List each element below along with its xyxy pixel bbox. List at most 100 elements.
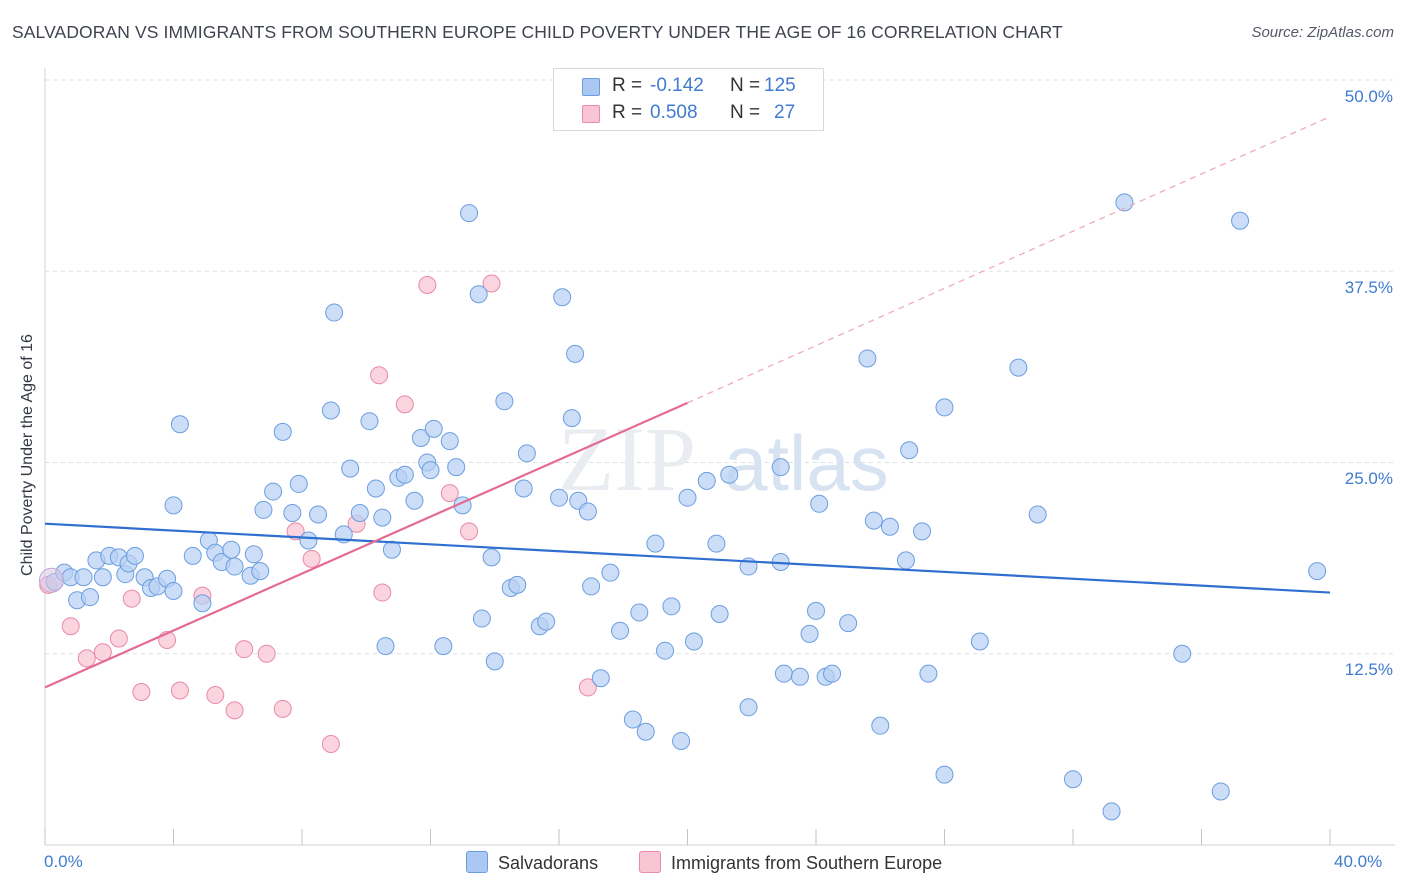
legend-row-salvadorans: R = -0.142 N = 125 <box>554 74 823 100</box>
data-point-salvadorans <box>222 540 241 559</box>
chart-title: SALVADORAN VS IMMIGRANTS FROM SOUTHERN E… <box>12 22 1063 42</box>
data-point-salvadorans <box>672 731 691 750</box>
data-point-salvadorans <box>373 508 392 527</box>
legend-n-label: N = <box>730 102 761 123</box>
data-point-immigrants <box>578 678 597 697</box>
data-point-salvadorans <box>508 575 527 594</box>
data-point-salvadorans <box>350 503 369 522</box>
data-point-immigrants <box>235 640 254 659</box>
data-point-immigrants <box>109 629 128 648</box>
data-point-salvadorans <box>913 522 932 541</box>
data-point-immigrants <box>373 583 392 602</box>
data-point-salvadorans <box>74 568 93 587</box>
data-point-salvadorans <box>1211 782 1230 801</box>
data-point-salvadorans <box>935 765 954 784</box>
correlation-legend: R = -0.142 N = 125 R = 0.508 N = 27 <box>553 68 824 131</box>
data-point-salvadorans <box>970 632 989 651</box>
data-point-salvadorans <box>395 465 414 484</box>
bottom-legend-swatch-blue <box>466 851 488 873</box>
data-point-immigrants <box>395 395 414 414</box>
data-point-immigrants <box>170 681 189 700</box>
data-point-salvadorans <box>1173 644 1192 663</box>
data-point-salvadorans <box>411 429 430 448</box>
data-point-salvadorans <box>517 444 536 463</box>
data-point-salvadorans <box>264 482 283 501</box>
data-point-salvadorans <box>578 502 597 521</box>
data-point-salvadorans <box>611 621 630 640</box>
data-point-salvadorans <box>273 422 292 441</box>
data-point-immigrants <box>132 683 151 701</box>
data-point-salvadorans <box>1231 211 1250 230</box>
data-point-salvadorans <box>774 664 793 683</box>
data-point-salvadorans <box>405 491 424 510</box>
data-point-salvadorans <box>935 398 954 417</box>
data-point-salvadorans <box>553 288 572 307</box>
data-point-salvadorans <box>482 548 501 567</box>
data-point-salvadorans <box>871 716 890 735</box>
data-point-salvadorans <box>424 419 443 438</box>
data-point-immigrants <box>321 735 340 754</box>
legend-r-label: R = <box>612 75 643 96</box>
legend-n-value: 27 <box>774 102 796 123</box>
y-tick-37-5: 37.5% <box>1344 278 1393 297</box>
data-point-salvadorans <box>684 632 703 651</box>
data-point-salvadorans <box>646 534 665 553</box>
data-point-salvadorans <box>550 488 568 507</box>
data-point-salvadorans <box>460 204 479 223</box>
data-point-immigrants <box>122 589 141 608</box>
data-point-salvadorans <box>164 582 183 601</box>
data-point-salvadorans <box>919 664 938 683</box>
data-point-immigrants <box>273 699 292 718</box>
data-point-salvadorans <box>823 664 842 683</box>
data-point-salvadorans <box>582 577 601 596</box>
legend-r-value: -0.142 <box>650 75 704 96</box>
data-point-salvadorans <box>656 641 675 660</box>
data-point-salvadorans <box>164 496 183 515</box>
data-point-salvadorans <box>678 488 697 507</box>
data-point-salvadorans <box>720 465 739 484</box>
legend-swatch-pink <box>582 105 600 123</box>
data-point-immigrants <box>302 549 321 568</box>
data-point-salvadorans <box>289 474 308 493</box>
data-point-overlap <box>38 567 64 593</box>
data-point-salvadorans <box>376 637 395 656</box>
y-tick-50: 50.0% <box>1344 87 1393 106</box>
x-tick-max: 40.0% <box>1334 852 1383 871</box>
data-point-salvadorans <box>93 568 112 587</box>
data-point-salvadorans <box>325 303 344 322</box>
data-point-salvadorans <box>485 652 504 671</box>
source-credit: Source: ZipAtlas.com <box>1251 24 1394 41</box>
y-tick-12-5: 12.5% <box>1344 660 1393 679</box>
data-point-immigrants <box>77 649 96 668</box>
data-point-salvadorans <box>170 415 189 434</box>
data-point-salvadorans <box>662 597 681 616</box>
data-point-salvadorans <box>707 534 726 553</box>
data-point-salvadorans <box>900 441 919 460</box>
data-point-salvadorans <box>514 479 533 498</box>
data-point-salvadorans <box>790 667 809 686</box>
y-tick-25: 25.0% <box>1344 469 1393 488</box>
data-point-salvadorans <box>771 458 790 477</box>
data-point-salvadorans <box>537 612 556 631</box>
data-point-salvadorans <box>896 551 915 570</box>
data-point-salvadorans <box>469 285 488 304</box>
data-point-salvadorans <box>434 637 453 656</box>
data-point-salvadorans <box>623 710 642 729</box>
watermark-atlas: atlas <box>724 419 889 507</box>
bottom-legend-label: Salvadorans <box>498 853 599 873</box>
data-point-salvadorans <box>125 546 144 565</box>
data-point-salvadorans <box>697 471 716 490</box>
bottom-legend-salvadorans: Salvadorans <box>466 851 598 874</box>
data-point-salvadorans <box>601 563 620 582</box>
data-point-salvadorans <box>495 392 514 411</box>
data-point-salvadorans <box>80 588 99 607</box>
data-point-salvadorans <box>421 461 440 480</box>
legend-row-immigrants: R = 0.508 N = 27 <box>554 101 823 127</box>
data-point-immigrants <box>286 522 305 541</box>
legend-swatch-blue <box>582 78 600 96</box>
data-point-immigrants <box>482 274 501 293</box>
data-point-salvadorans <box>807 601 825 620</box>
bottom-legend-label: Immigrants from Southern Europe <box>671 853 943 873</box>
data-point-salvadorans <box>382 540 401 559</box>
